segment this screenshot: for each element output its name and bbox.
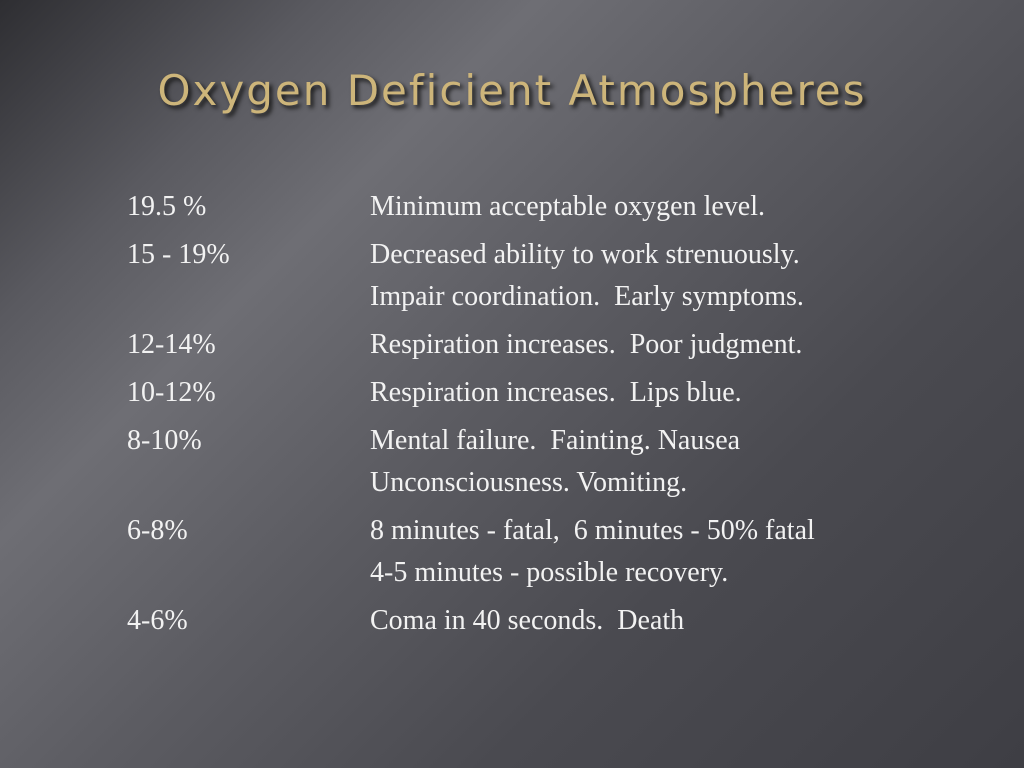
effect-line: Unconsciousness. Vomiting. [370, 467, 688, 498]
oxygen-level: 19.5 % [127, 191, 207, 222]
oxygen-level: 12-14% [127, 329, 216, 360]
effects: Respiration increases. Lips blue. [370, 372, 1007, 414]
oxygen-level: 8-10% [127, 425, 202, 456]
effects: 8 minutes - fatal, 6 minutes - 50% fatal… [370, 510, 1007, 594]
oxygen-level: 10-12% [127, 377, 216, 408]
oxygen-table: 19.5 % Minimum acceptable oxygen level. 15… [127, 186, 1007, 648]
table-row: 8-10% Mental failure. Fainting. Nausea Unc… [127, 420, 1007, 504]
table-row: 4-6% Coma in 40 seconds. Death [127, 600, 1007, 642]
effects: Coma in 40 seconds. Death [370, 600, 1007, 642]
effect-line: Respiration increases. Lips blue. [370, 377, 742, 408]
table-row: 12-14% Respiration increases. Poor judgme… [127, 324, 1007, 366]
effect-line: Decreased ability to work strenuously. [370, 239, 800, 270]
effect-line: Respiration increases. Poor judgment. [370, 329, 803, 360]
effects: Decreased ability to work strenuously. Im… [370, 234, 1007, 318]
effect-line: 8 minutes - fatal, 6 minutes - 50% fatal [370, 515, 815, 546]
effect-line: 4-5 minutes - possible recovery. [370, 557, 729, 588]
effect-line: Coma in 40 seconds. Death [370, 605, 685, 636]
table-row: 19.5 % Minimum acceptable oxygen level. [127, 186, 1007, 228]
oxygen-level: 6-8% [127, 515, 188, 546]
oxygen-level: 4-6% [127, 605, 188, 636]
slide-title: Oxygen Deficient Atmospheres [157, 66, 867, 115]
effects: Minimum acceptable oxygen level. [370, 186, 1007, 228]
effects: Mental failure. Fainting. Nausea Unconsci… [370, 420, 1007, 504]
table-row: 15 - 19% Decreased ability to work strenu… [127, 234, 1007, 318]
effect-line: Mental failure. Fainting. Nausea [370, 425, 741, 456]
effects: Respiration increases. Poor judgment. [370, 324, 1007, 366]
oxygen-level: 15 - 19% [127, 239, 230, 270]
effect-line: Minimum acceptable oxygen level. [370, 191, 765, 222]
effect-line: Impair coordination. Early symptoms. [370, 281, 804, 312]
table-row: 6-8% 8 minutes - fatal, 6 minutes - 50% f… [127, 510, 1007, 594]
table-row: 10-12% Respiration increases. Lips blue. [127, 372, 1007, 414]
